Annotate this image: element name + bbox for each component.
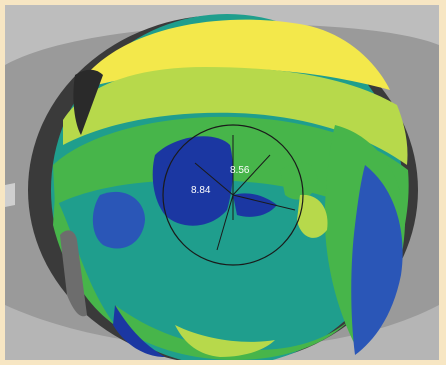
zone-blue-right: [351, 165, 403, 355]
zone-blue-left: [92, 191, 145, 249]
zone-green-bottom: [115, 305, 350, 360]
ring-line-down: [216, 194, 234, 251]
zone-light-green: [63, 67, 408, 165]
ring-line-left: [194, 162, 234, 196]
eye-photo: 8.56 8.84: [5, 5, 439, 360]
zone-green-left: [53, 195, 115, 325]
edge-notch: [5, 183, 15, 207]
zone-blue-bottom-left: [113, 305, 165, 357]
lash-shadow-top: [73, 69, 103, 135]
upper-eyelid: [5, 5, 439, 65]
measurement-ring: [162, 124, 304, 266]
topography-map: 8.56 8.84: [5, 5, 439, 360]
lash-shadow-left: [60, 230, 87, 317]
reading-center: 8.56: [230, 165, 250, 176]
ring-line-right-low: [232, 194, 296, 211]
zone-light-green-center-right: [297, 194, 328, 238]
zone-green-center-right: [280, 162, 318, 200]
lower-eyelid: [5, 305, 439, 360]
zone-blue-center-right: [233, 193, 277, 217]
reading-left: 8.84: [191, 185, 211, 196]
zone-light-green-bottom: [175, 325, 275, 357]
ring-line-right: [232, 154, 271, 196]
